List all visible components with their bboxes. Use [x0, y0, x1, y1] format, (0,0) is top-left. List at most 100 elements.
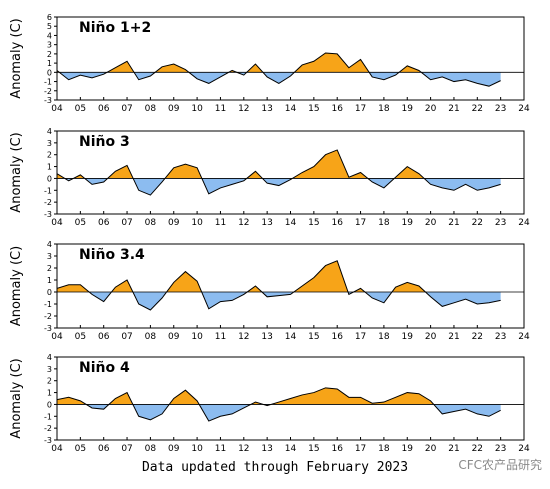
- x-tick-label: 07: [121, 218, 132, 228]
- x-tick-label: 11: [215, 444, 226, 454]
- x-tick-label: 20: [425, 444, 437, 454]
- panel-title: Niño 3: [79, 134, 130, 150]
- x-tick-label: 23: [495, 104, 506, 114]
- x-tick-label: 13: [261, 104, 272, 114]
- anomaly-series-line: [57, 260, 501, 311]
- panel-title: Niño 1+2: [79, 20, 151, 36]
- x-tick-label: 15: [308, 104, 319, 114]
- x-tick-label: 12: [238, 104, 249, 114]
- x-tick-label: 23: [495, 332, 506, 342]
- y-tick-label: 3: [47, 139, 52, 148]
- x-tick-label: 09: [168, 332, 180, 342]
- y-tick-label: 4: [47, 240, 52, 249]
- y-tick-label: 0: [47, 174, 52, 183]
- y-tick-label: 0: [47, 400, 52, 409]
- x-tick-label: 19: [402, 104, 414, 114]
- x-tick-label: 04: [51, 104, 63, 114]
- x-tick-label: 13: [261, 444, 272, 454]
- positive-anomaly-area: [57, 149, 425, 179]
- x-tick-label: 06: [98, 332, 110, 342]
- x-tick-label: 07: [121, 444, 132, 454]
- x-tick-label: 09: [168, 104, 180, 114]
- x-tick-label: 21: [448, 218, 459, 228]
- x-tick-label: 16: [331, 444, 343, 454]
- x-tick-label: 17: [355, 444, 366, 454]
- x-tick-label: 18: [378, 332, 390, 342]
- positive-anomaly-area: [57, 260, 501, 292]
- x-tick-label: 19: [402, 218, 414, 228]
- x-tick-label: 24: [518, 444, 530, 454]
- y-tick-label: 4: [47, 31, 52, 40]
- x-tick-label: 06: [98, 104, 110, 114]
- negative-anomaly-area: [57, 178, 501, 196]
- x-tick-label: 21: [448, 332, 459, 342]
- x-tick-label: 12: [238, 444, 249, 454]
- x-tick-label: 22: [472, 218, 483, 228]
- x-tick-label: 05: [75, 444, 86, 454]
- y-tick-label: -3: [44, 96, 52, 105]
- x-tick-label: 13: [261, 332, 272, 342]
- x-tick-label: 12: [238, 332, 249, 342]
- x-tick-label: 08: [145, 104, 157, 114]
- y-tick-label: 2: [47, 50, 52, 59]
- y-tick-label: -1: [44, 186, 52, 195]
- y-tick-label: 2: [47, 377, 52, 386]
- x-tick-label: 14: [285, 218, 297, 228]
- x-tick-label: 16: [331, 104, 343, 114]
- x-tick-label: 12: [238, 218, 249, 228]
- x-tick-label: 06: [98, 218, 110, 228]
- y-axis-label: Anomaly (C): [9, 246, 24, 326]
- x-tick-label: 10: [191, 104, 203, 114]
- y-tick-label: 1: [47, 163, 52, 172]
- y-tick-label: 2: [47, 264, 52, 273]
- y-tick-label: 1: [47, 276, 52, 285]
- x-tick-label: 22: [472, 332, 483, 342]
- x-tick-label: 23: [495, 444, 506, 454]
- anomaly-series-line: [57, 149, 501, 196]
- y-tick-label: 3: [47, 252, 52, 261]
- y-tick-label: 4: [47, 353, 52, 362]
- x-tick-label: 24: [518, 104, 530, 114]
- negative-anomaly-area: [57, 404, 501, 422]
- anomaly-series-line: [57, 52, 501, 87]
- x-tick-label: 17: [355, 218, 366, 228]
- x-tick-label: 08: [145, 444, 157, 454]
- x-tick-label: 08: [145, 332, 157, 342]
- negative-anomaly-area: [59, 72, 501, 87]
- y-tick-label: 5: [47, 22, 52, 31]
- x-tick-label: 10: [191, 218, 203, 228]
- y-tick-label: -2: [44, 87, 52, 96]
- x-tick-label: 14: [285, 444, 297, 454]
- panel-title: Niño 4: [79, 360, 130, 376]
- x-tick-label: 24: [518, 218, 530, 228]
- y-tick-label: 4: [47, 127, 52, 136]
- y-axis-label: Anomaly (C): [9, 358, 24, 438]
- x-tick-label: 04: [51, 218, 63, 228]
- y-tick-label: 2: [47, 151, 52, 160]
- x-tick-label: 18: [378, 218, 390, 228]
- x-tick-label: 11: [215, 218, 226, 228]
- x-tick-label: 24: [518, 332, 530, 342]
- y-tick-label: -2: [44, 424, 52, 433]
- y-tick-label: -1: [44, 300, 52, 309]
- x-tick-label: 07: [121, 332, 132, 342]
- y-tick-label: -2: [44, 312, 52, 321]
- panel-title: Niño 3.4: [79, 247, 145, 263]
- x-tick-label: 09: [168, 444, 180, 454]
- x-tick-label: 18: [378, 104, 390, 114]
- y-axis-label: Anomaly (C): [9, 132, 24, 212]
- x-tick-label: 15: [308, 444, 319, 454]
- x-tick-label: 07: [121, 104, 132, 114]
- x-tick-label: 21: [448, 444, 459, 454]
- x-tick-label: 18: [378, 444, 390, 454]
- x-tick-label: 16: [331, 332, 343, 342]
- x-tick-label: 05: [75, 218, 86, 228]
- y-tick-label: 0: [47, 68, 52, 77]
- watermark-logo-text: CFC农产品研究: [458, 458, 542, 472]
- x-tick-label: 09: [168, 218, 180, 228]
- x-tick-label: 06: [98, 444, 110, 454]
- x-tick-label: 13: [261, 218, 272, 228]
- y-tick-label: 1: [47, 389, 52, 398]
- y-tick-label: -3: [44, 210, 52, 219]
